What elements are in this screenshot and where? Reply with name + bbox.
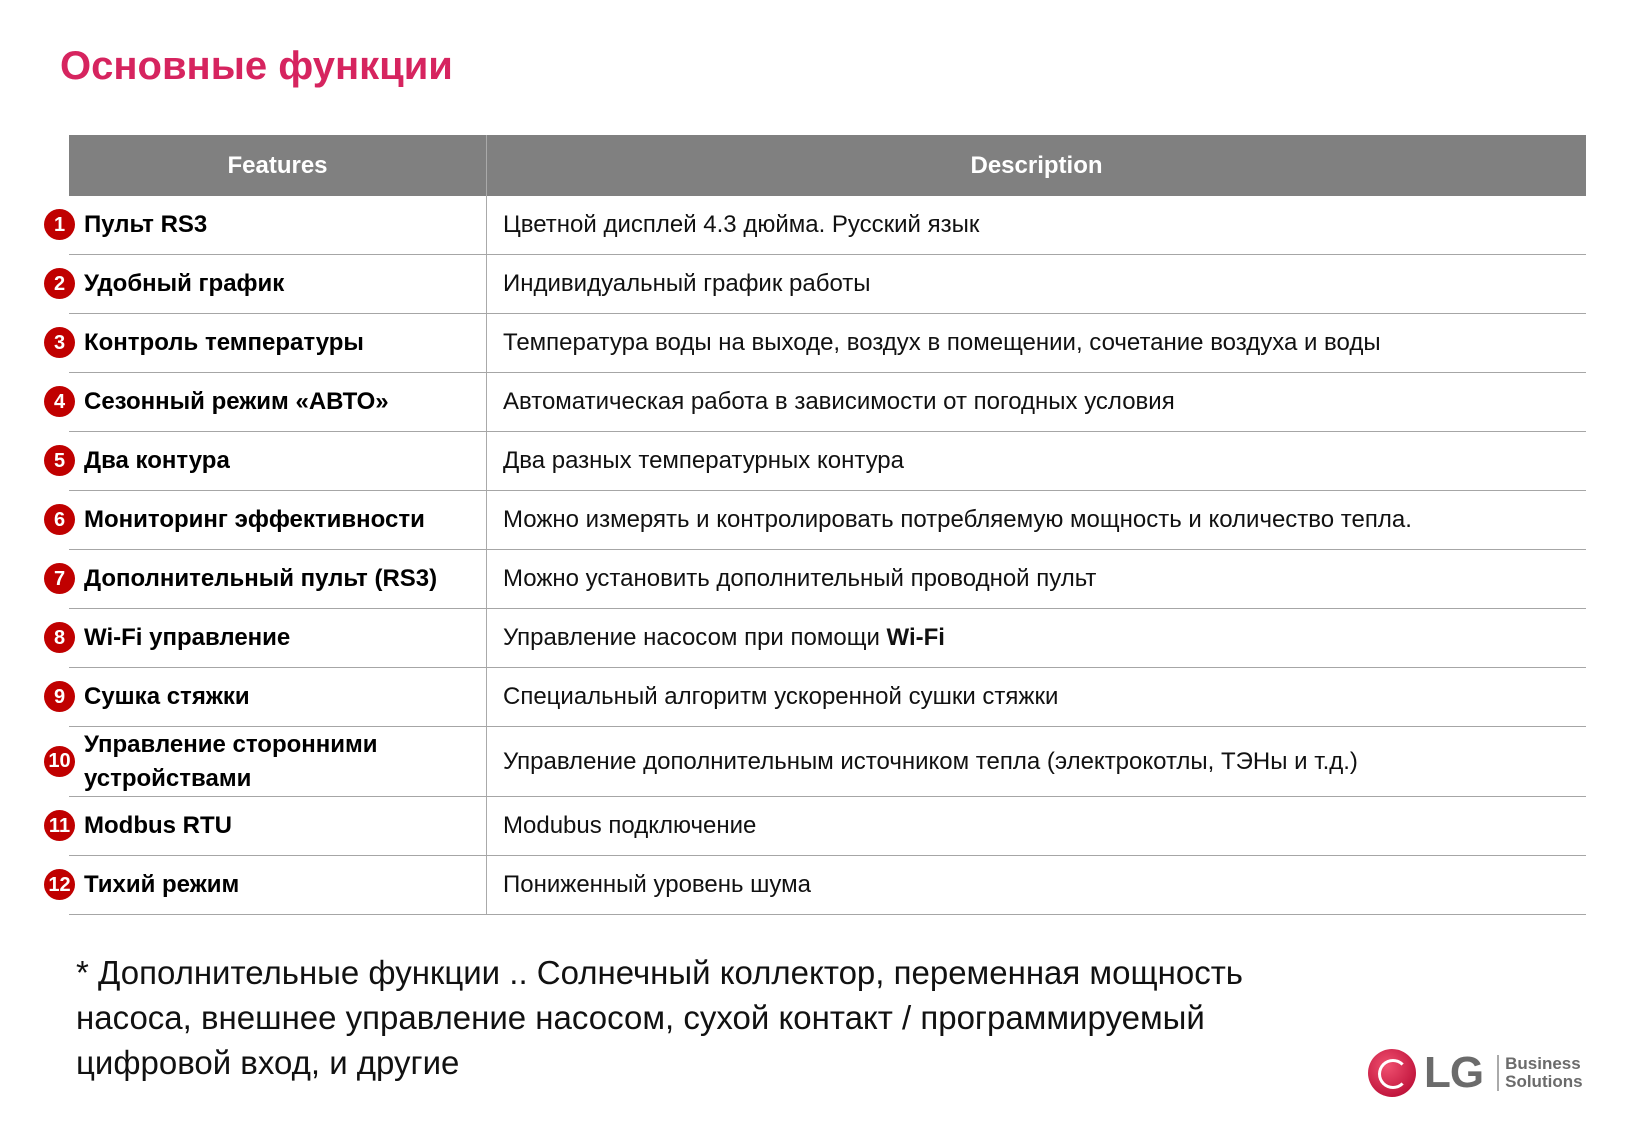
feature-text: Пульт RS3: [84, 211, 208, 238]
features-table: Features Description 1 Пульт RS3 Цветной д…: [44, 135, 1586, 915]
feature-cell: 2 Удобный график: [44, 255, 487, 313]
description-text: Температура воды на выходе, воздух в пом…: [503, 329, 1381, 356]
table-header: Features Description: [69, 135, 1586, 196]
feature-cell: 3 Контроль температуры: [44, 314, 487, 372]
number-badge: 7: [44, 563, 75, 594]
feature-cell: 12 Тихий режим: [44, 856, 487, 914]
description-bold: Wi-Fi: [886, 624, 945, 651]
description-cell: Два разных температурных контура: [487, 432, 1586, 490]
description-cell: Пониженный уровень шума: [487, 856, 1586, 914]
table-row: 7 Дополнительный пульт (RS3) Можно установ…: [44, 550, 1586, 609]
feature-cell: 1 Пульт RS3: [44, 196, 487, 254]
number-badge: 11: [44, 810, 75, 841]
description-cell: Управление насосом при помощи Wi-Fi: [487, 609, 1586, 667]
feature-text: Мониторинг эффективности: [84, 506, 425, 533]
logo-tagline: Business Solutions: [1497, 1054, 1583, 1091]
number-badge: 6: [44, 504, 75, 535]
page-title: Основные функции: [60, 44, 453, 88]
feature-text: Контроль температуры: [84, 329, 364, 356]
feature-cell: 10 Управление сторонними устройствами: [44, 727, 487, 796]
number-badge: 8: [44, 622, 75, 653]
description-text: Специальный алгоритм ускоренной сушки ст…: [503, 683, 1059, 710]
feature-cell: 8 Wi-Fi управление: [44, 609, 487, 667]
description-text: Индивидуальный график работы: [503, 270, 871, 297]
feature-text: Два контура: [84, 447, 230, 474]
description-text: Управление дополнительным источником теп…: [503, 747, 1358, 775]
logo-line1: Business: [1505, 1054, 1581, 1073]
table-row: 5 Два контура Два разных температурных кон…: [44, 432, 1586, 491]
table-row: 6 Мониторинг эффективности Можно измерять …: [44, 491, 1586, 550]
feature-text: Modbus RTU: [84, 812, 232, 839]
description-cell: Управление дополнительным источником теп…: [487, 727, 1586, 796]
description-cell: Индивидуальный график работы: [487, 255, 1586, 313]
table-row: 9 Сушка стяжки Специальный алгоритм ускоре…: [44, 668, 1586, 727]
header-description: Description: [970, 151, 1103, 179]
feature-cell: 7 Дополнительный пульт (RS3): [44, 550, 487, 608]
description-text: Пониженный уровень шума: [503, 871, 812, 898]
lg-logo-icon: [1368, 1049, 1416, 1097]
footnote: * Дополнительные функции .. Солнечный ко…: [76, 954, 1244, 1081]
logo-brand: LG: [1424, 1048, 1484, 1097]
table-row: 2 Удобный график Индивидуальный график раб…: [44, 255, 1586, 314]
table-row: 11 Modbus RTU Modubus подключение: [44, 797, 1586, 856]
feature-text: Дополнительный пульт (RS3): [84, 565, 438, 592]
feature-cell: 4 Сезонный режим «АВТО»: [44, 373, 487, 431]
description-cell: Можно установить дополнительный проводно…: [487, 550, 1586, 608]
table-row: 4 Сезонный режим «АВТО» Автоматическая раб…: [44, 373, 1586, 432]
number-badge: 9: [44, 681, 75, 712]
feature-text: Тихий режим: [84, 871, 240, 898]
description-cell: Температура воды на выходе, воздух в пом…: [487, 314, 1586, 372]
table-row: 10 Управление сторонними устройствами Упра…: [44, 727, 1586, 797]
number-badge: 1: [44, 209, 75, 240]
number-badge: 12: [44, 869, 75, 900]
description-cell: Специальный алгоритм ускоренной сушки ст…: [487, 668, 1586, 726]
table-row: 1 Пульт RS3 Цветной дисплей 4.3 дюйма. Рус…: [44, 196, 1586, 255]
feature-cell: 9 Сушка стяжки: [44, 668, 487, 726]
feature-text: Сушка стяжки: [84, 683, 250, 710]
feature-text: Сезонный режим «АВТО»: [84, 388, 389, 415]
feature-text: Управление сторонними устройствами: [84, 730, 378, 792]
feature-text: Wi-Fi управление: [84, 624, 291, 651]
number-badge: 4: [44, 386, 75, 417]
description-text: Цветной дисплей 4.3 дюйма. Русский язык: [503, 211, 980, 238]
number-badge: 3: [44, 327, 75, 358]
feature-cell: 5 Два контура: [44, 432, 487, 490]
description-text: Можно измерять и контролировать потребля…: [503, 506, 1412, 533]
number-badge: 2: [44, 268, 75, 299]
description-cell: Modubus подключение: [487, 797, 1586, 855]
description-cell: Автоматическая работа в зависимости от п…: [487, 373, 1586, 431]
description-text: Автоматическая работа в зависимости от п…: [503, 388, 1175, 415]
feature-text: Удобный график: [84, 270, 285, 297]
description-cell: Можно измерять и контролировать потребля…: [487, 491, 1586, 549]
lg-logo: LG Business Solutions: [1368, 1048, 1583, 1098]
table-row: 3 Контроль температуры Температура воды на…: [44, 314, 1586, 373]
description-cell: Цветной дисплей 4.3 дюйма. Русский язык: [487, 196, 1586, 254]
feature-cell: 11 Modbus RTU: [44, 797, 487, 855]
header-features: Features: [69, 135, 487, 196]
table-row: 8 Wi-Fi управление Управление насосом при …: [44, 609, 1586, 668]
description-text: Можно установить дополнительный проводно…: [503, 565, 1097, 592]
description-text: Modubus подключение: [503, 812, 757, 839]
description-text: Управление насосом при помощи: [503, 624, 887, 651]
number-badge: 5: [44, 445, 75, 476]
description-text: Два разных температурных контура: [503, 447, 905, 474]
feature-cell: 6 Мониторинг эффективности: [44, 491, 487, 549]
logo-line2: Solutions: [1505, 1072, 1583, 1091]
number-badge: 10: [44, 745, 75, 777]
table-row: 12 Тихий режим Пониженный уровень шума: [44, 856, 1586, 915]
